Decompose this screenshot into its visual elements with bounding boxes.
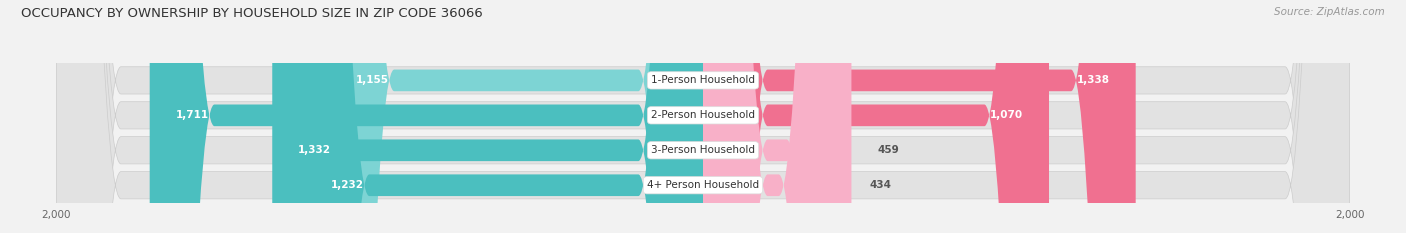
FancyBboxPatch shape	[305, 0, 703, 233]
FancyBboxPatch shape	[56, 0, 1350, 233]
FancyBboxPatch shape	[149, 0, 703, 233]
FancyBboxPatch shape	[329, 0, 703, 233]
Text: 3-Person Household: 3-Person Household	[651, 145, 755, 155]
Text: 1-Person Household: 1-Person Household	[651, 75, 755, 85]
Text: 1,338: 1,338	[1077, 75, 1109, 85]
FancyBboxPatch shape	[703, 0, 844, 233]
Text: 1,332: 1,332	[298, 145, 332, 155]
FancyBboxPatch shape	[703, 0, 1049, 233]
FancyBboxPatch shape	[56, 0, 1350, 233]
FancyBboxPatch shape	[56, 0, 1350, 233]
FancyBboxPatch shape	[56, 0, 1350, 233]
Text: 2-Person Household: 2-Person Household	[651, 110, 755, 120]
Text: 434: 434	[869, 180, 891, 190]
Text: Source: ZipAtlas.com: Source: ZipAtlas.com	[1274, 7, 1385, 17]
Text: 1,155: 1,155	[356, 75, 388, 85]
Text: 1,232: 1,232	[330, 180, 364, 190]
FancyBboxPatch shape	[703, 0, 852, 233]
FancyBboxPatch shape	[703, 0, 1136, 233]
Text: 1,711: 1,711	[176, 110, 208, 120]
FancyBboxPatch shape	[273, 0, 703, 233]
Text: OCCUPANCY BY OWNERSHIP BY HOUSEHOLD SIZE IN ZIP CODE 36066: OCCUPANCY BY OWNERSHIP BY HOUSEHOLD SIZE…	[21, 7, 482, 20]
Text: 1,070: 1,070	[990, 110, 1024, 120]
Text: 459: 459	[877, 145, 898, 155]
Text: 4+ Person Household: 4+ Person Household	[647, 180, 759, 190]
